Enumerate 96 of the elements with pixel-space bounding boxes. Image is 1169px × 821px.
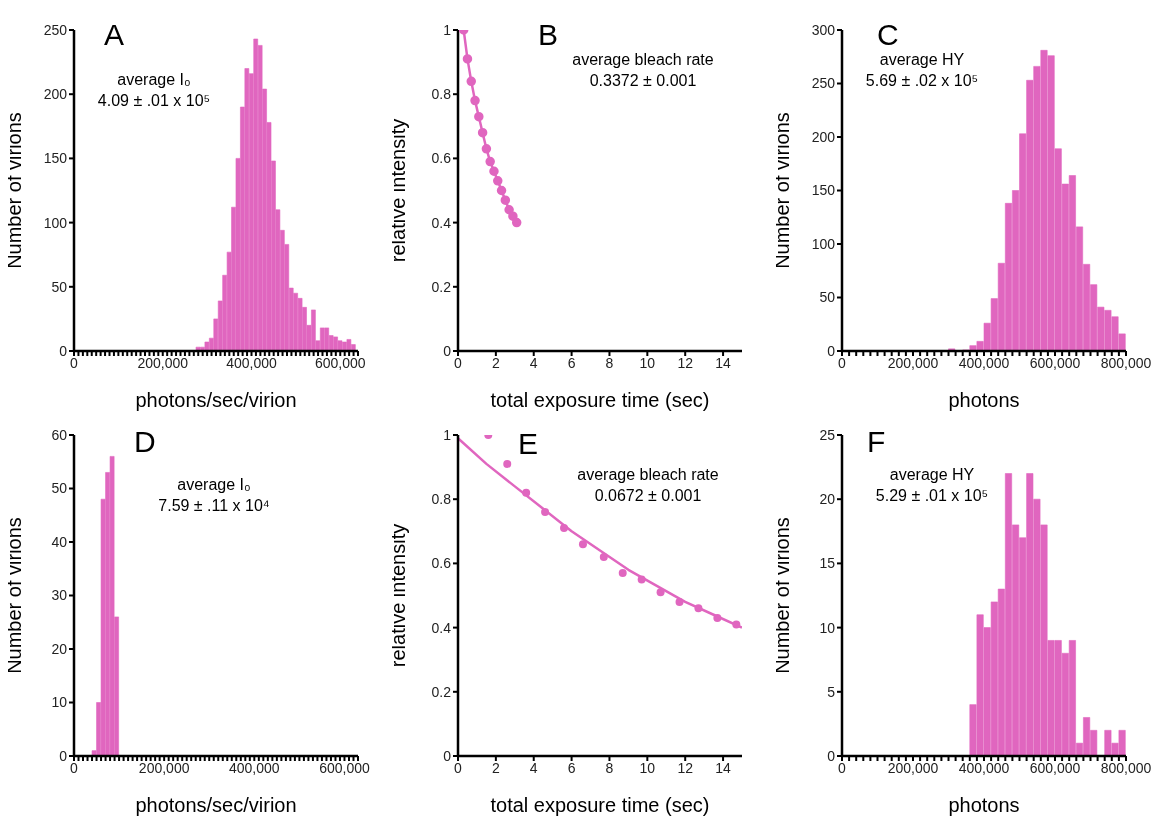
- annotation: average HY: [878, 50, 966, 70]
- x-tick-label: 0: [70, 354, 79, 371]
- y-tick-label: 50: [51, 480, 68, 497]
- y-tick-label: 0.2: [431, 278, 452, 295]
- y-tick-label: 0: [443, 747, 452, 764]
- x-tick-label: 10: [639, 759, 656, 776]
- annotation: 5.29 ± .01 x 10⁵: [875, 486, 989, 504]
- chart-title: C: [877, 18, 899, 51]
- x-tick-label: 200,000: [887, 759, 939, 776]
- y-tick-label: 0.4: [431, 214, 452, 231]
- annotation: average I₀: [117, 71, 191, 88]
- x-tick-label: 200,000: [887, 354, 939, 371]
- y-tick-label: 50: [51, 278, 68, 295]
- y-tick-label: 0.8: [431, 491, 452, 508]
- chart-title: D: [134, 425, 156, 458]
- x-tick-label: 2: [491, 759, 500, 776]
- y-tick-label: 20: [51, 640, 68, 657]
- x-tick-label: 14: [715, 354, 732, 371]
- x-tick-label: 10: [639, 354, 656, 371]
- x-tick-label: 600,000: [1029, 354, 1081, 371]
- x-tick-label: 400,000: [958, 759, 1010, 776]
- chart-title: B: [538, 18, 559, 51]
- x-tick-label: 12: [677, 354, 694, 371]
- annotation: 4.09 ± .01 x 10⁵: [97, 91, 211, 109]
- y-tick-label: 0: [59, 342, 68, 359]
- x-tick-label: 6: [567, 354, 576, 371]
- y-tick-label: 10: [51, 694, 68, 711]
- x-tick-label: 800,000: [1100, 759, 1152, 776]
- y-tick-label: 1: [443, 426, 452, 443]
- x-tick-label: 0: [838, 354, 847, 371]
- x-tick-label: 600,000: [314, 354, 366, 371]
- x-tick-label: 0: [454, 354, 463, 371]
- x-axis-title: photons/sec/virion: [135, 794, 297, 816]
- y-tick-label: 1: [443, 21, 452, 38]
- x-axis-title: photons/sec/virion: [135, 389, 297, 411]
- annotation: 5.69 ± .02 x 10⁵: [865, 71, 979, 89]
- x-tick-label: 600,000: [1029, 759, 1081, 776]
- y-tick-label: 150: [811, 182, 836, 199]
- y-tick-label: 300: [811, 21, 836, 38]
- x-tick-label: 0: [454, 759, 463, 776]
- y-tick-label: 0.2: [431, 683, 452, 700]
- annotation: 0.0672 ± 0.001: [593, 485, 703, 506]
- x-tick-label: 6: [567, 759, 576, 776]
- annotation: 7.59 ± .11 x 10⁴: [157, 495, 271, 516]
- y-tick-label: 100: [43, 214, 68, 231]
- x-axis-title: total exposure time (sec): [490, 794, 710, 816]
- x-tick-label: 8: [605, 759, 614, 776]
- x-tick-label: 200,000: [138, 759, 190, 776]
- x-axis-title: photons: [948, 794, 1020, 816]
- chart-title: A: [104, 18, 125, 51]
- x-tick-label: 4: [529, 759, 538, 776]
- x-tick-label: 0: [70, 759, 79, 776]
- annotation: average bleach rate: [576, 465, 720, 485]
- x-tick-label: 12: [677, 759, 694, 776]
- y-tick-label: 15: [819, 555, 836, 572]
- y-tick-label: 10: [819, 619, 836, 636]
- y-tick-label: 0: [827, 747, 836, 764]
- y-tick-label: 50: [819, 289, 836, 306]
- y-tick-label: 150: [43, 150, 68, 167]
- y-tick-label: 0: [59, 747, 68, 764]
- x-tick-label: 400,000: [226, 354, 278, 371]
- x-tick-label: 800,000: [1100, 354, 1152, 371]
- chart-title: F: [867, 425, 886, 458]
- y-tick-label: 0.8: [431, 86, 452, 103]
- y-tick-label: 30: [51, 587, 68, 604]
- y-tick-label: 200: [43, 86, 68, 103]
- y-tick-label: 0.6: [431, 555, 452, 572]
- y-tick-label: 0.6: [431, 150, 452, 167]
- x-tick-label: 400,000: [229, 759, 280, 776]
- y-tick-label: 0: [443, 342, 452, 359]
- x-tick-label: 400,000: [958, 354, 1010, 371]
- y-tick-label: 20: [819, 491, 836, 508]
- chart-title: E: [518, 427, 539, 460]
- x-tick-label: 8: [605, 354, 614, 371]
- x-tick-label: 14: [715, 759, 732, 776]
- y-tick-label: 250: [43, 21, 68, 38]
- y-tick-label: 0: [827, 342, 836, 359]
- y-tick-label: 60: [51, 426, 68, 443]
- y-tick-label: 5: [827, 683, 836, 700]
- x-axis-title: total exposure time (sec): [490, 389, 710, 411]
- annotation: average HY: [888, 465, 976, 485]
- x-axis-title: photons: [948, 389, 1020, 411]
- y-tick-label: 200: [811, 128, 836, 145]
- annotation: average I₀: [176, 475, 252, 495]
- x-tick-label: 4: [529, 354, 538, 371]
- x-tick-label: 2: [491, 354, 500, 371]
- x-tick-label: 200,000: [137, 354, 189, 371]
- y-tick-label: 25: [819, 426, 836, 443]
- annotation: average bleach rate: [571, 50, 715, 70]
- y-tick-label: 100: [811, 235, 836, 252]
- y-tick-label: 40: [51, 533, 68, 550]
- x-tick-label: 0: [838, 759, 847, 776]
- y-tick-label: 250: [811, 75, 836, 92]
- x-tick-label: 600,000: [319, 759, 370, 776]
- annotation: 0.3372 ± 0.001: [588, 70, 698, 91]
- y-tick-label: 0.4: [431, 619, 452, 636]
